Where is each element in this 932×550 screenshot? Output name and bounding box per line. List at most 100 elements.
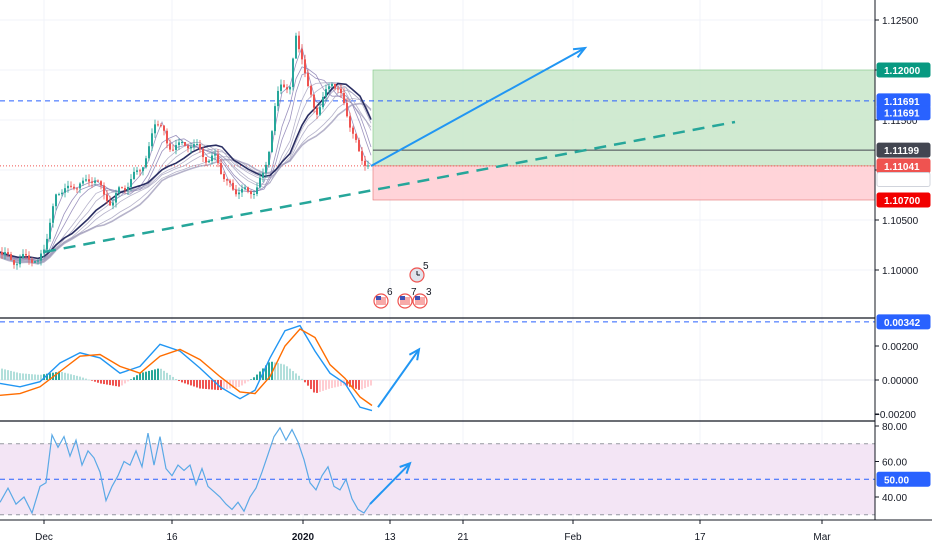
signal-line	[0, 328, 373, 407]
macd-histogram-bar	[118, 380, 120, 387]
event-marker[interactable]: 6	[373, 287, 393, 309]
event-count: 7	[411, 287, 417, 298]
price-tag-bg	[876, 172, 931, 187]
moving-average-line	[0, 102, 372, 265]
price-tag-text: 1.11691	[884, 109, 920, 120]
candle-body	[358, 139, 360, 152]
candle-body	[292, 58, 294, 87]
event-marker[interactable]: 5	[409, 261, 429, 283]
macd-histogram-bar	[34, 374, 36, 380]
candle-body	[64, 188, 66, 193]
macd-histogram-bar	[148, 370, 150, 380]
event-marker[interactable]: 3	[412, 287, 432, 309]
candle-body	[187, 145, 189, 149]
macd-histogram-bar	[178, 380, 180, 382]
candle-body	[91, 181, 93, 183]
macd-histogram-bar	[214, 380, 216, 390]
macd-histogram-bar	[31, 374, 33, 380]
macd-histogram-bar	[319, 380, 321, 392]
macd-histogram-bar	[130, 379, 132, 380]
macd-histogram-bar	[268, 362, 270, 380]
candle-body	[142, 167, 144, 172]
macd-histogram-bar	[199, 380, 201, 389]
price-tag[interactable]: 1.11041	[876, 158, 931, 174]
macd-histogram-bar	[286, 366, 288, 380]
candle-body	[127, 186, 129, 191]
macd-histogram-bar	[208, 380, 210, 390]
candle-body	[346, 102, 348, 117]
rsi-panel[interactable]	[0, 426, 875, 516]
macd-histogram-bar	[361, 380, 363, 390]
macd-histogram-bar	[181, 380, 183, 383]
candle-body	[313, 94, 315, 108]
event-marker[interactable]: 7	[397, 287, 417, 309]
candle-body	[13, 259, 15, 265]
rsi-tag[interactable]: 50.00	[876, 471, 931, 487]
macd-histogram-bar	[250, 379, 252, 380]
candle-body	[82, 180, 84, 184]
candle-body	[67, 185, 69, 189]
macd-histogram-bar	[163, 370, 165, 380]
macd-histogram-bar	[337, 380, 339, 387]
candle-body	[61, 192, 63, 195]
macd-histogram-bar	[103, 380, 105, 385]
macd-histogram-bar	[334, 380, 336, 388]
price-tag[interactable]: 1.12000	[876, 62, 931, 78]
macd-histogram-bar	[61, 372, 63, 380]
time-tick-label: Feb	[564, 532, 582, 543]
price-axis[interactable]: 1.125001.120001.115001.110001.105001.100…	[874, 0, 932, 550]
macd-histogram-bar	[280, 363, 282, 380]
macd-histogram-bar	[349, 380, 351, 387]
macd-arrow-line[interactable]	[377, 348, 420, 408]
candle-body	[271, 131, 273, 152]
macd-histogram-bar	[7, 370, 9, 380]
macd-histogram-bar	[46, 373, 48, 380]
macd-histogram-bar	[304, 380, 306, 383]
candle-body	[259, 177, 261, 188]
candle-body	[217, 154, 219, 164]
candle-body	[244, 187, 246, 189]
macd-histogram-bar	[37, 374, 39, 380]
candle-body	[118, 187, 120, 194]
macd-histogram-bar	[115, 380, 117, 387]
macd-histogram-bar	[187, 380, 189, 385]
stop-zone[interactable]	[372, 165, 876, 201]
macd-tag[interactable]: 0.00342	[876, 314, 931, 330]
candle-body	[199, 143, 201, 150]
rsi-arrow-line[interactable]	[369, 462, 411, 505]
price-tag[interactable]: 29:21	[876, 172, 931, 187]
candle-body	[367, 165, 369, 167]
candle-body	[106, 194, 108, 201]
macd-histogram-bar	[256, 374, 258, 380]
candle-body	[157, 124, 159, 126]
price-tag-text: 1.11691	[884, 97, 920, 108]
macd-histogram-bar	[289, 368, 291, 380]
candle-body	[28, 255, 30, 260]
macd-histogram-bar	[10, 370, 12, 380]
target-zone[interactable]	[372, 69, 876, 167]
macd-histogram-bar	[346, 380, 348, 386]
price-tag[interactable]: 1.11691	[876, 105, 931, 121]
candle-body	[193, 144, 195, 147]
candle-body	[307, 73, 309, 87]
projection-arrow-line[interactable]	[370, 47, 586, 167]
macd-histogram-bar	[91, 380, 93, 381]
macd-histogram-bar	[277, 363, 279, 380]
support-trendline[interactable]	[43, 120, 736, 254]
candle-body	[298, 35, 300, 50]
price-tag[interactable]: 1.10700	[876, 192, 931, 208]
price-tag[interactable]: 1.11199	[876, 142, 931, 158]
time-axis[interactable]: Dec 16 2020 13 21 Feb 17 Mar	[0, 519, 932, 550]
price-panel[interactable]: 6 7 3 5	[0, 31, 876, 309]
macd-panel[interactable]	[0, 321, 875, 412]
price-tag-bg	[876, 142, 931, 158]
candle-body	[355, 133, 357, 140]
macd-histogram-bar	[352, 380, 354, 388]
macd-histogram-bar	[316, 380, 318, 393]
candle-body	[265, 164, 267, 173]
macd-histogram-bar	[85, 378, 87, 380]
time-tick-label: 16	[166, 532, 178, 543]
macd-histogram-bar	[301, 378, 303, 380]
candle-body	[232, 182, 234, 190]
